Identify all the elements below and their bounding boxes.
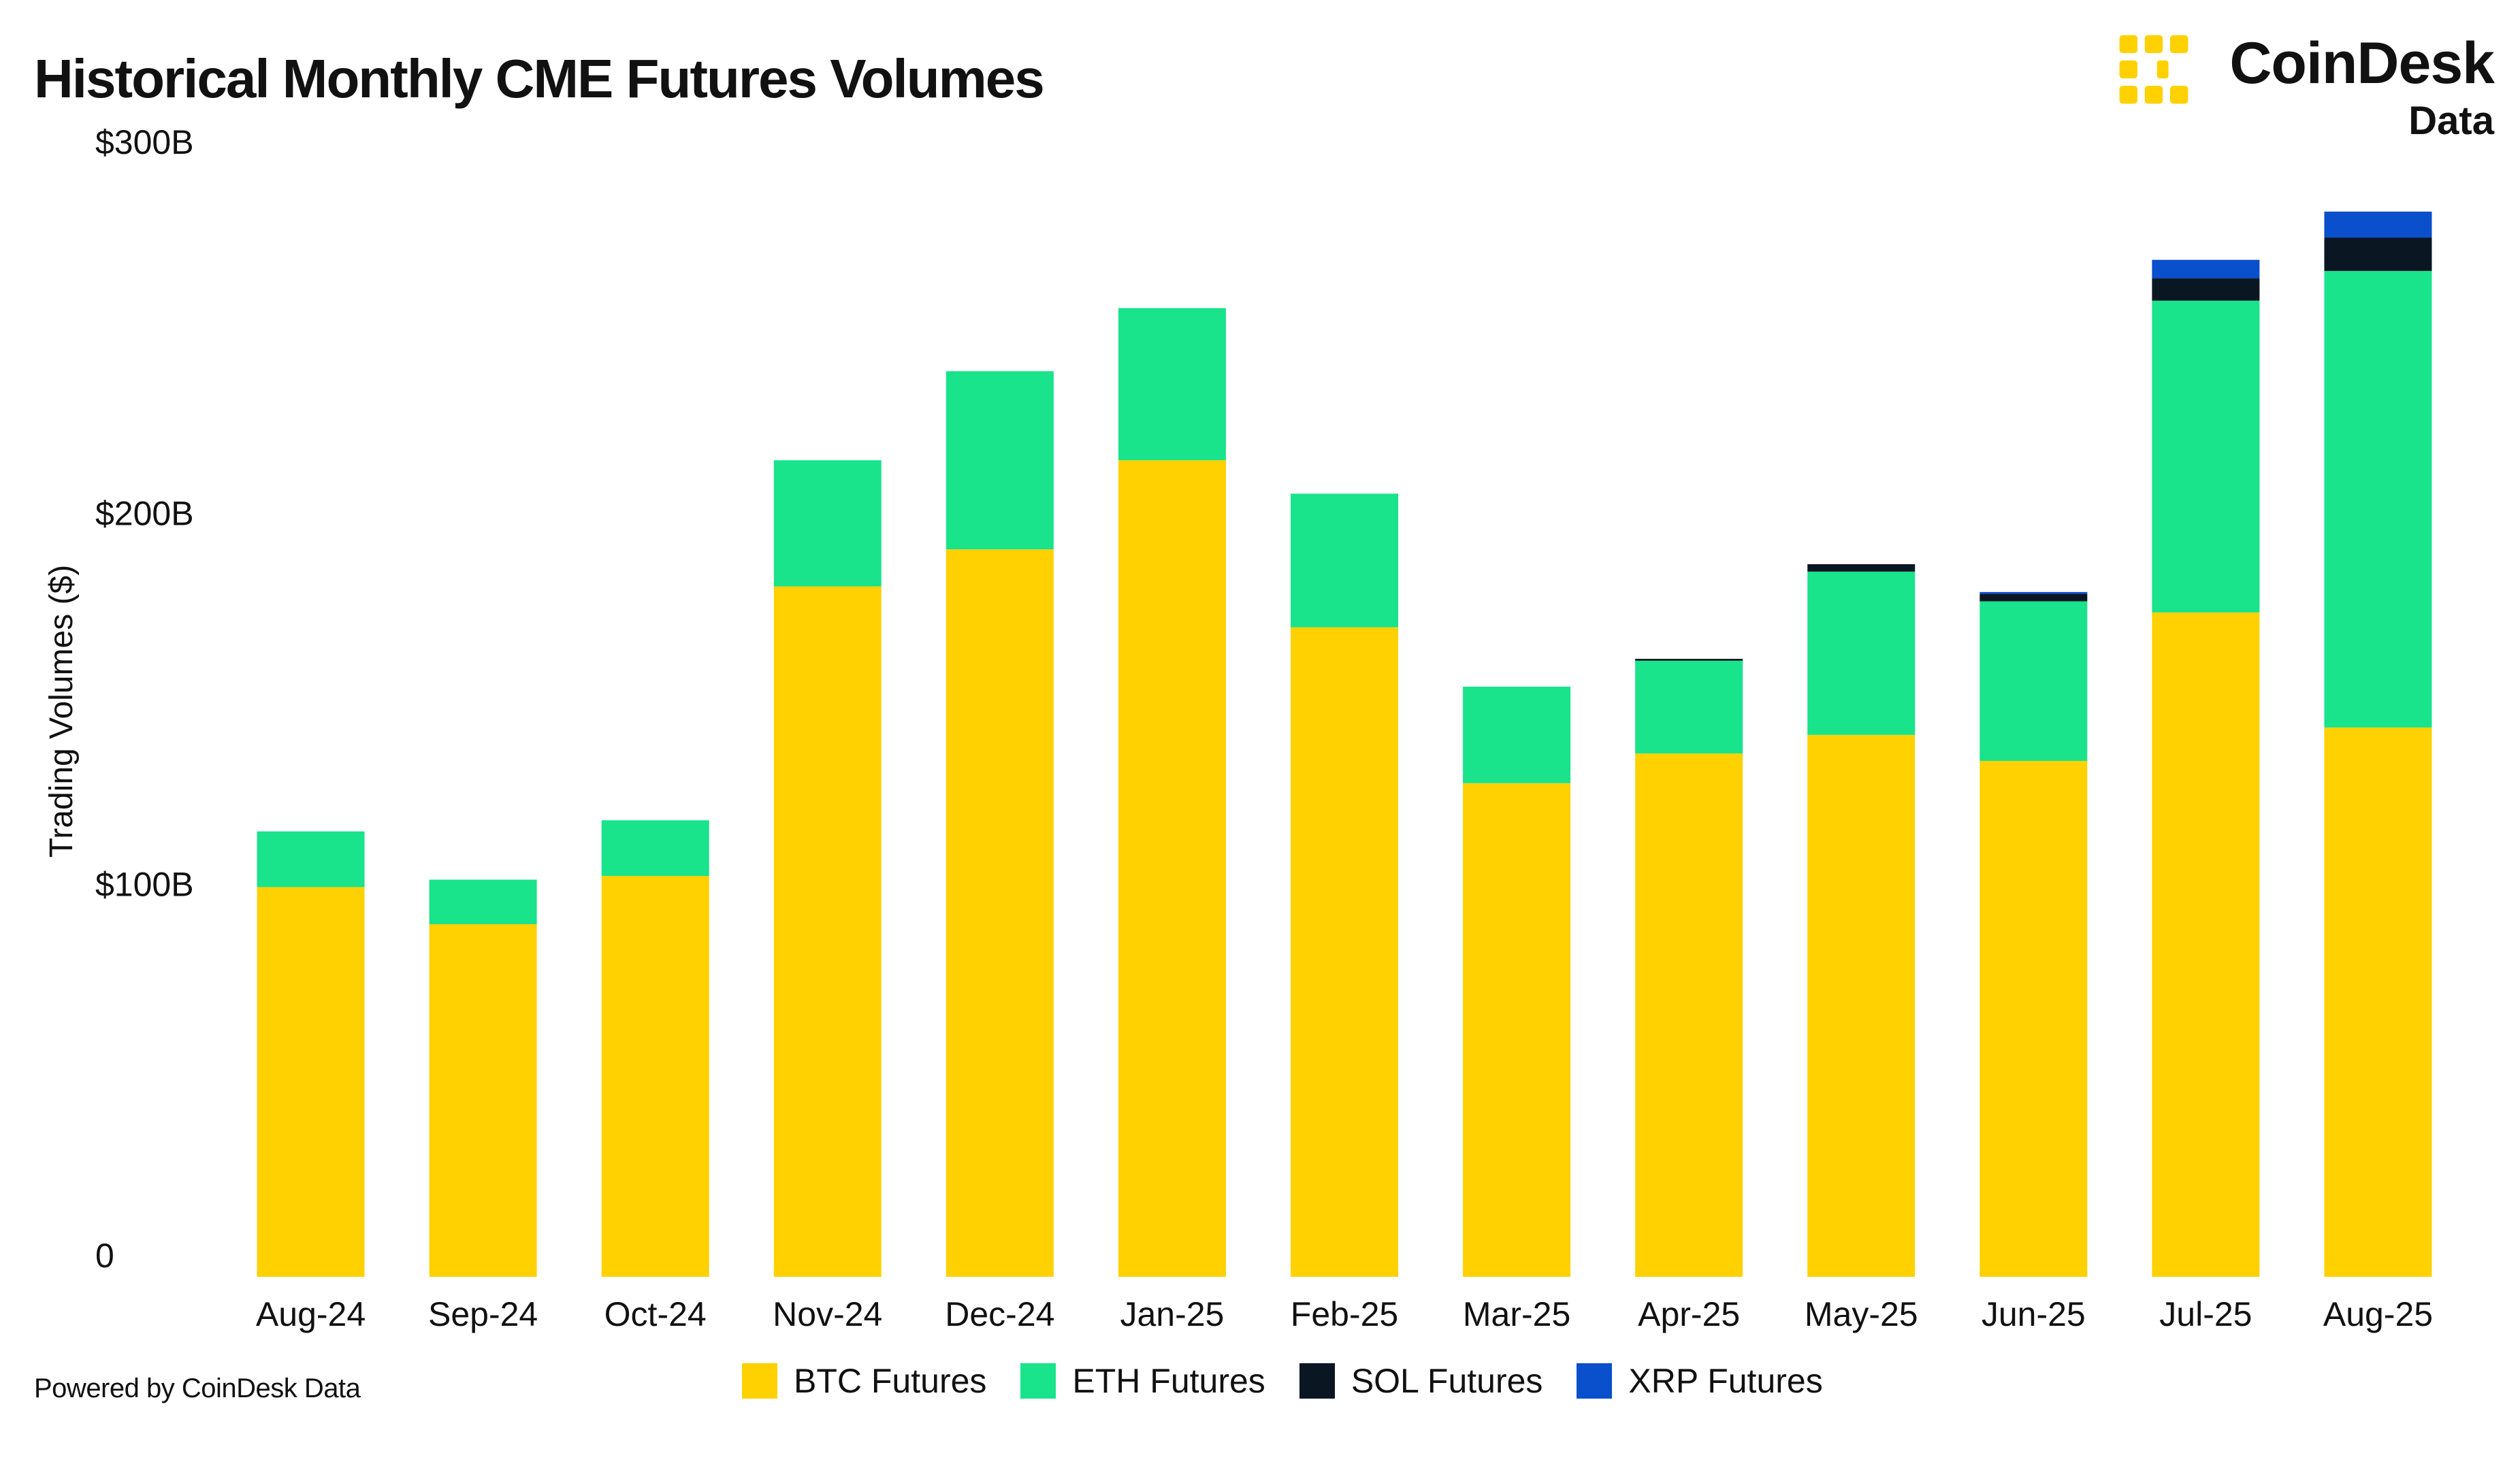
- bar-segment-btc-futures: [2152, 612, 2260, 1277]
- legend-swatch: [742, 1363, 777, 1399]
- bar-segment-sol-futures: [2324, 238, 2432, 272]
- bar-segment-sol-futures: [1807, 564, 1916, 572]
- bar-segment-btc-futures: [2324, 727, 2432, 1277]
- legend-label: SOL Futures: [1351, 1362, 1543, 1400]
- x-tick-label: Jun-25: [1982, 1295, 2086, 1333]
- legend-label: ETH Futures: [1072, 1362, 1265, 1400]
- bar-segment-eth-futures: [773, 460, 882, 587]
- bar-segment-btc-futures: [773, 586, 882, 1277]
- x-tick-label: Aug-25: [2323, 1295, 2433, 1333]
- legend-label: BTC Futures: [794, 1362, 987, 1400]
- legend-label: XRP Futures: [1628, 1362, 1823, 1400]
- legend-swatch: [1299, 1363, 1335, 1399]
- bar-segment-sol-futures: [2152, 278, 2260, 301]
- bar-segment-btc-futures: [1463, 783, 1571, 1277]
- legend-item: ETH Futures: [1020, 1361, 1265, 1401]
- x-tick-label: Apr-25: [1638, 1295, 1740, 1333]
- y-tick-label: $300B: [95, 123, 194, 161]
- brand-logo: CoinDesk Data: [2113, 29, 2495, 144]
- y-tick-label: 0: [95, 1237, 114, 1275]
- bar-segment-eth-futures: [2152, 300, 2260, 613]
- x-tick-label: Aug-24: [256, 1295, 366, 1333]
- legend-item: BTC Futures: [742, 1361, 986, 1401]
- bar-segment-eth-futures: [2324, 271, 2432, 728]
- bar-segment-btc-futures: [257, 887, 365, 1277]
- bar-segment-eth-futures: [601, 820, 709, 877]
- bar-segment-eth-futures: [1291, 493, 1398, 628]
- bar-segment-btc-futures: [1807, 734, 1916, 1277]
- bar-segment-btc-futures: [1118, 460, 1226, 1277]
- x-tick-label: May-25: [1805, 1295, 1918, 1333]
- chart-title: Historical Monthly CME Futures Volumes: [34, 48, 1045, 109]
- bar-segment-xrp-futures: [2152, 259, 2260, 279]
- y-axis: 0 $100B $200B $300B: [95, 123, 194, 1275]
- bar-segment-btc-futures: [1635, 753, 1743, 1277]
- x-axis: Aug-24 Sep-24 Oct-24 Nov-24 Dec-24 Jan-25 Feb-…: [256, 1295, 2433, 1333]
- y-tick-label: $200B: [95, 494, 194, 532]
- bar-segment-xrp-futures: [1980, 591, 2088, 594]
- bar-segment-btc-futures: [946, 549, 1054, 1277]
- y-axis-label: Trading Volumes ($): [44, 565, 80, 858]
- brand-name: CoinDesk: [2229, 31, 2495, 96]
- bar-segment-btc-futures: [1980, 760, 2088, 1277]
- legend-item: XRP Futures: [1577, 1361, 1823, 1401]
- bar-segment-eth-futures: [1463, 686, 1571, 783]
- x-tick-label: Oct-24: [604, 1295, 707, 1333]
- bar-segment-btc-futures: [601, 876, 709, 1277]
- x-tick-label: Nov-24: [773, 1295, 882, 1333]
- legend-item: SOL Futures: [1299, 1361, 1543, 1401]
- x-tick-label: Jan-25: [1120, 1295, 1224, 1333]
- legend-swatch: [1020, 1363, 1056, 1399]
- chart-legend: BTC Futures ETH Futures SOL Futures XRP Fut…: [742, 1361, 1857, 1401]
- bar-segment-eth-futures: [1635, 660, 1743, 754]
- legend-swatch: [1577, 1363, 1613, 1399]
- x-tick-label: Sep-24: [428, 1295, 538, 1333]
- bar-segment-eth-futures: [1980, 601, 2088, 761]
- bar-segment-xrp-futures: [2324, 211, 2432, 238]
- coindesk-logo-mark-icon: [2119, 35, 2188, 104]
- bar-segment-sol-futures: [1980, 593, 2088, 602]
- bar-segment-btc-futures: [429, 924, 537, 1277]
- bars-group: [257, 211, 2432, 1277]
- bar-segment-btc-futures: [1291, 627, 1398, 1277]
- footer-credit: Powered by CoinDesk Data: [34, 1373, 361, 1403]
- y-tick-label: $100B: [95, 866, 194, 904]
- bar-segment-eth-futures: [946, 371, 1054, 550]
- bar-segment-sol-futures: [1635, 659, 1743, 661]
- x-tick-label: Mar-25: [1463, 1295, 1570, 1333]
- x-tick-label: Feb-25: [1291, 1295, 1398, 1333]
- x-tick-label: Jul-25: [2159, 1295, 2252, 1333]
- bar-segment-eth-futures: [1118, 308, 1226, 461]
- bar-segment-eth-futures: [1807, 571, 1916, 735]
- brand-sub: Data: [2408, 99, 2494, 143]
- bar-segment-eth-futures: [429, 879, 537, 924]
- bar-segment-eth-futures: [257, 831, 365, 887]
- x-tick-label: Dec-24: [945, 1295, 1054, 1333]
